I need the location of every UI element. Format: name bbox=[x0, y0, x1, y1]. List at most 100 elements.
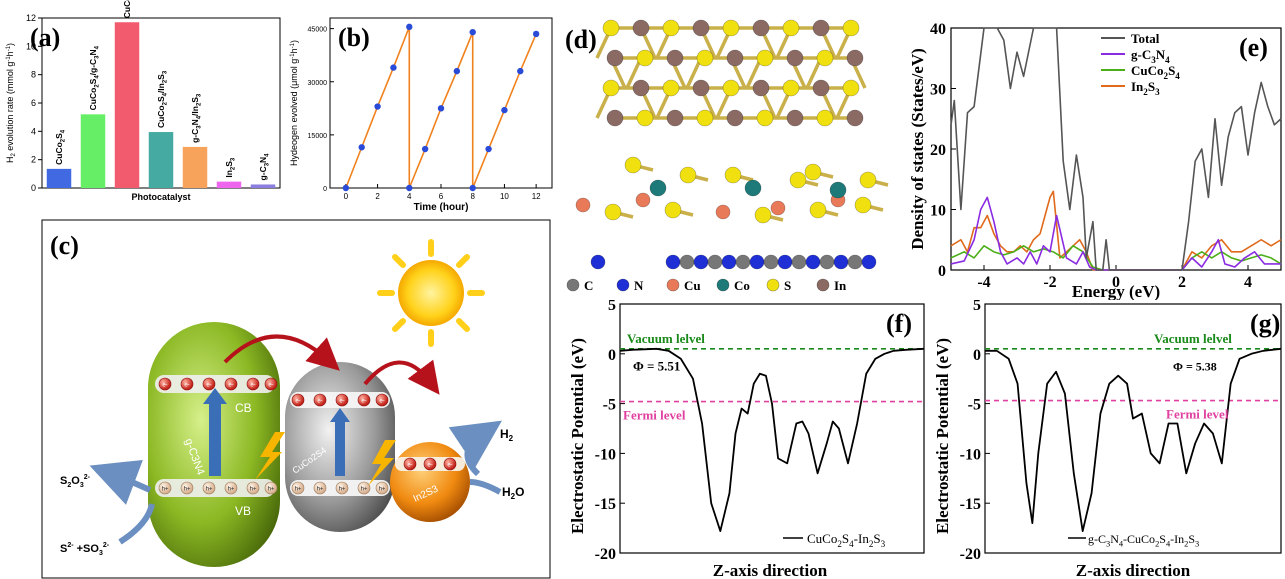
atom-in bbox=[752, 19, 770, 37]
sulfide-arrow bbox=[118, 503, 155, 545]
electron bbox=[423, 457, 437, 471]
fermi-level-label: Fermi level bbox=[623, 408, 686, 423]
a-xlabel: Photocatalyst bbox=[131, 192, 190, 202]
atom-in bbox=[692, 79, 710, 97]
atom-c bbox=[791, 254, 807, 270]
atom-c bbox=[735, 254, 751, 270]
a-bar-label: CuCo2S4/g-C3N4/In2S3 bbox=[122, 0, 135, 18]
hole-label: h+ bbox=[268, 487, 275, 493]
a-ytick-label: 6 bbox=[31, 98, 36, 108]
a-bar-label: CuCo2S4/In2S3 bbox=[156, 70, 169, 128]
atom-n bbox=[777, 254, 793, 270]
atom-s bbox=[782, 79, 800, 97]
e-ytick-label: 10 bbox=[930, 203, 946, 220]
electron-label: e- bbox=[295, 399, 300, 405]
hole bbox=[357, 481, 371, 495]
atom-in bbox=[726, 49, 744, 67]
b-point bbox=[469, 184, 476, 192]
atom-cu bbox=[635, 192, 651, 208]
electron-label: e- bbox=[206, 383, 211, 389]
a-ytick-label: 2 bbox=[31, 155, 36, 165]
cb-label: CB bbox=[235, 401, 252, 415]
fermi-level-label: Fermi level bbox=[1166, 407, 1229, 422]
b-xtick-label: 6 bbox=[439, 192, 444, 201]
e-xtick-label: 0 bbox=[1112, 274, 1120, 291]
b-ytick-label: 0 bbox=[323, 186, 327, 193]
hole bbox=[291, 481, 305, 495]
atom-cu bbox=[770, 200, 786, 216]
a-bar-label: CuCo2S4 bbox=[54, 129, 67, 165]
atom-in bbox=[666, 109, 684, 127]
electron-label: e- bbox=[339, 399, 344, 405]
atom-s bbox=[756, 109, 774, 127]
ytick-label: -10 bbox=[595, 446, 616, 463]
electron-label: e- bbox=[427, 463, 432, 469]
h2o-text: H2O bbox=[502, 485, 524, 501]
atom-s bbox=[859, 171, 877, 189]
b-xlabel: Time (hour) bbox=[414, 202, 469, 212]
atom-s bbox=[662, 79, 680, 97]
panel-b: 0 15000 30000 45000 0 2 4 6 8 10 12 (b) Time (hour… bbox=[289, 17, 553, 212]
ytick-label: -5 bbox=[968, 397, 981, 414]
b-xtick-label: 4 bbox=[407, 192, 412, 201]
hole-label: h+ bbox=[339, 487, 346, 493]
b-point bbox=[421, 145, 429, 153]
electron-label: e- bbox=[317, 399, 322, 405]
b-xtick-label: 8 bbox=[470, 192, 475, 201]
a-ytick-label: 12 bbox=[26, 13, 36, 23]
electron-label: e- bbox=[184, 383, 189, 389]
b-point bbox=[390, 64, 397, 71]
b-ytick-label: 45000 bbox=[308, 27, 328, 34]
hole bbox=[246, 481, 260, 495]
electron-label: e- bbox=[407, 463, 412, 469]
e-series-cuco2s4 bbox=[950, 245, 1282, 271]
hole-label: h+ bbox=[184, 487, 191, 493]
g-xlabel: Z-axis direction bbox=[1076, 561, 1191, 579]
electron bbox=[375, 393, 389, 407]
electron bbox=[357, 393, 371, 407]
e-xtick-label: -2 bbox=[1043, 274, 1056, 291]
electron-label: e- bbox=[379, 399, 384, 405]
vb-label: VB bbox=[235, 504, 251, 518]
sun-icon bbox=[377, 239, 485, 347]
panel-f: -20 -15 -10 -5 0 5 Vacuum lelvel Fermi level Φ =… bbox=[568, 300, 925, 579]
hole bbox=[202, 481, 216, 495]
work-function-label: Φ = 5.51 bbox=[633, 359, 680, 374]
legend-swatch-cu bbox=[666, 278, 680, 292]
atom-n bbox=[721, 254, 737, 270]
b-point bbox=[342, 184, 350, 192]
atom-s bbox=[602, 79, 620, 97]
h2o-arrow bbox=[469, 479, 502, 495]
hole bbox=[335, 481, 349, 495]
atom-s bbox=[816, 49, 834, 67]
legend-swatch-co bbox=[716, 278, 730, 292]
a-bar-label: g-C3N4 bbox=[258, 153, 271, 181]
b-point bbox=[532, 30, 540, 38]
atom-s bbox=[816, 109, 834, 127]
atom-c bbox=[763, 254, 779, 270]
legend-label-s: S bbox=[784, 278, 791, 293]
atom-s bbox=[664, 201, 682, 219]
bond bbox=[685, 57, 703, 89]
electron-label: e- bbox=[447, 463, 452, 469]
legend-label: CuCo2S4-In2S3 bbox=[807, 531, 886, 549]
legend-label-n: N bbox=[634, 278, 644, 293]
hole bbox=[264, 481, 278, 495]
panel-label-g: (g) bbox=[1250, 309, 1280, 338]
atom-in bbox=[632, 19, 650, 37]
hole-label: h+ bbox=[295, 487, 302, 493]
b-point bbox=[437, 105, 445, 112]
b-point bbox=[485, 145, 492, 153]
atom-s bbox=[756, 49, 774, 67]
electron-label: e- bbox=[162, 383, 167, 389]
a-bar bbox=[250, 184, 276, 188]
panel-label-f: (f) bbox=[886, 309, 912, 338]
atom-in bbox=[606, 109, 624, 127]
atom-cu bbox=[575, 197, 591, 213]
hole-label: h+ bbox=[206, 487, 213, 493]
a-bar bbox=[182, 146, 208, 188]
electron-transfer-arrow bbox=[223, 334, 340, 371]
hole-label: h+ bbox=[250, 487, 257, 493]
bond bbox=[745, 57, 763, 89]
atom-s bbox=[809, 201, 827, 219]
